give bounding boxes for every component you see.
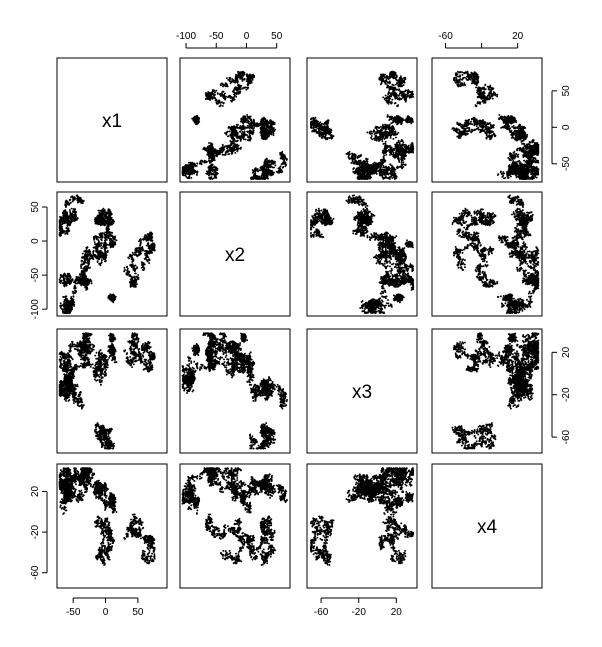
panel-frame — [56, 463, 168, 589]
x-tick-label: 0 — [244, 31, 250, 42]
panel-x1-x3 — [306, 57, 418, 183]
scatter-points — [451, 194, 540, 314]
variable-label-x3: x3 — [352, 382, 372, 403]
panel-frame — [56, 328, 168, 454]
scatter-points — [58, 194, 156, 314]
panel-x4-x3 — [306, 463, 418, 589]
panel-frame — [179, 463, 291, 589]
panels-layer: x1 x2 x3 x4 — [56, 57, 543, 589]
panel-x2-x2: x2 — [179, 191, 291, 317]
panel-frame — [179, 57, 291, 183]
scatter-points — [58, 467, 156, 566]
y-tick-label: 20 — [561, 346, 572, 358]
panel-frame — [56, 191, 168, 317]
scatter-points — [309, 194, 415, 314]
variable-label-x2: x2 — [225, 245, 245, 266]
panel-x4-x1 — [56, 463, 168, 589]
y-tick-label: -60 — [561, 429, 572, 444]
variable-label-x1: x1 — [102, 111, 122, 132]
x-tick-label: -60 — [314, 607, 329, 618]
x-tick-label: -50 — [209, 31, 224, 42]
x-tick-label: 50 — [271, 31, 283, 42]
y-tick-label: -50 — [30, 267, 41, 282]
panel-frame — [306, 328, 418, 454]
panel-x3-x1 — [56, 328, 168, 454]
scatter-points — [181, 70, 288, 180]
panel-x3-x4 — [431, 328, 543, 454]
panel-x3-x2 — [179, 328, 291, 454]
panel-frame — [306, 57, 418, 183]
x-tick-label: -20 — [351, 607, 366, 618]
x-tick-label: -100 — [176, 31, 196, 42]
panel-frame — [431, 328, 543, 454]
y-tick-label: -60 — [30, 565, 41, 580]
panel-x2-x4 — [431, 191, 543, 317]
panel-frame — [56, 57, 168, 183]
panel-x2-x3 — [306, 191, 418, 317]
panel-frame — [431, 191, 543, 317]
scatter-points — [58, 332, 156, 450]
panel-x1-x2 — [179, 57, 291, 183]
y-tick-label: 50 — [30, 201, 41, 213]
panel-x1-x1: x1 — [56, 57, 168, 183]
x-tick-label: -50 — [66, 607, 81, 618]
x-tick-label: 0 — [103, 607, 109, 618]
y-tick-label: 50 — [561, 85, 572, 97]
panel-frame — [431, 463, 543, 589]
y-tick-label: -50 — [561, 156, 572, 171]
panel-x3-x3: x3 — [306, 328, 418, 454]
scatter-points — [181, 332, 288, 450]
panel-frame — [431, 57, 543, 183]
scatter-points — [309, 70, 415, 180]
x-tick-label: -60 — [438, 31, 453, 42]
scatter-points — [451, 332, 540, 450]
y-tick-label: -20 — [30, 524, 41, 539]
x-tick-label: 20 — [512, 31, 524, 42]
panel-x2-x1 — [56, 191, 168, 317]
scatter-points — [309, 467, 415, 566]
panel-x4-x2 — [179, 463, 291, 589]
panel-frame — [306, 191, 418, 317]
scatter-points — [181, 467, 288, 566]
y-tick-label: 0 — [561, 124, 572, 130]
panel-frame — [179, 328, 291, 454]
x-tick-label: 50 — [132, 607, 144, 618]
panel-x4-x4: x4 — [431, 463, 543, 589]
axes-layer: -50 0 50 -60 -20 20 -100 -50 0 50 -60 20 -100 -50 0 50 -… — [30, 31, 572, 618]
y-tick-label: 20 — [30, 485, 41, 497]
x-tick-label: 20 — [391, 607, 403, 618]
scatter-points — [451, 70, 540, 180]
panel-frame — [179, 191, 291, 317]
panel-frame — [306, 463, 418, 589]
y-tick-label: -20 — [561, 387, 572, 402]
variable-label-x4: x4 — [477, 517, 498, 538]
y-tick-label: 0 — [30, 238, 41, 244]
panel-x1-x4 — [431, 57, 543, 183]
y-tick-label: -100 — [30, 299, 41, 319]
